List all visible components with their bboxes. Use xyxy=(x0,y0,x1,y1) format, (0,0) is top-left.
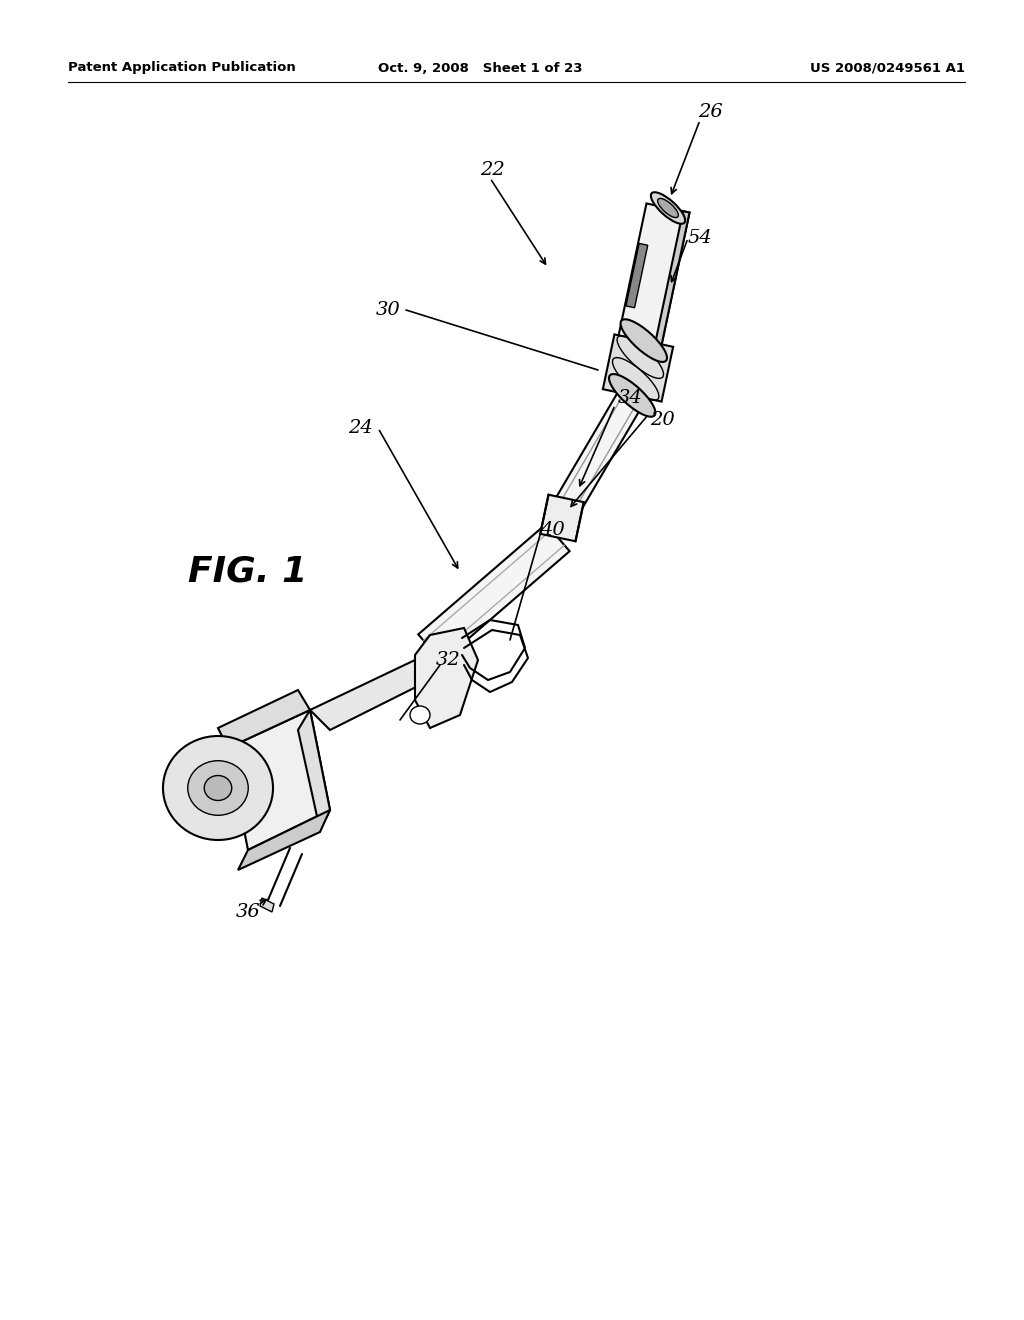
Text: US 2008/0249561 A1: US 2008/0249561 A1 xyxy=(810,62,965,74)
Text: 36: 36 xyxy=(236,903,260,921)
Text: 30: 30 xyxy=(376,301,400,319)
Polygon shape xyxy=(626,243,648,308)
Text: 34: 34 xyxy=(617,389,642,407)
Ellipse shape xyxy=(621,319,667,362)
Polygon shape xyxy=(310,660,430,730)
Polygon shape xyxy=(260,898,274,912)
Ellipse shape xyxy=(163,737,273,840)
Ellipse shape xyxy=(651,193,685,224)
Text: Oct. 9, 2008   Sheet 1 of 23: Oct. 9, 2008 Sheet 1 of 23 xyxy=(378,62,583,74)
Polygon shape xyxy=(653,211,689,355)
Polygon shape xyxy=(415,628,478,729)
Text: FIG. 1: FIG. 1 xyxy=(188,554,307,589)
Polygon shape xyxy=(228,710,330,850)
Ellipse shape xyxy=(187,760,248,816)
Text: 26: 26 xyxy=(697,103,722,121)
Text: 32: 32 xyxy=(435,651,461,669)
Text: Patent Application Publication: Patent Application Publication xyxy=(68,62,296,74)
Polygon shape xyxy=(418,524,569,661)
Polygon shape xyxy=(238,810,330,870)
Ellipse shape xyxy=(657,198,678,218)
Polygon shape xyxy=(616,203,689,355)
Text: 24: 24 xyxy=(347,418,373,437)
Ellipse shape xyxy=(410,706,430,723)
Polygon shape xyxy=(298,710,330,830)
Text: 20: 20 xyxy=(649,411,675,429)
Text: 40: 40 xyxy=(540,521,564,539)
Polygon shape xyxy=(603,334,673,401)
Text: 22: 22 xyxy=(479,161,505,180)
Polygon shape xyxy=(218,690,310,748)
Ellipse shape xyxy=(609,374,655,417)
Text: 54: 54 xyxy=(688,228,713,247)
Polygon shape xyxy=(541,495,584,541)
Ellipse shape xyxy=(204,776,231,800)
Polygon shape xyxy=(553,388,644,517)
